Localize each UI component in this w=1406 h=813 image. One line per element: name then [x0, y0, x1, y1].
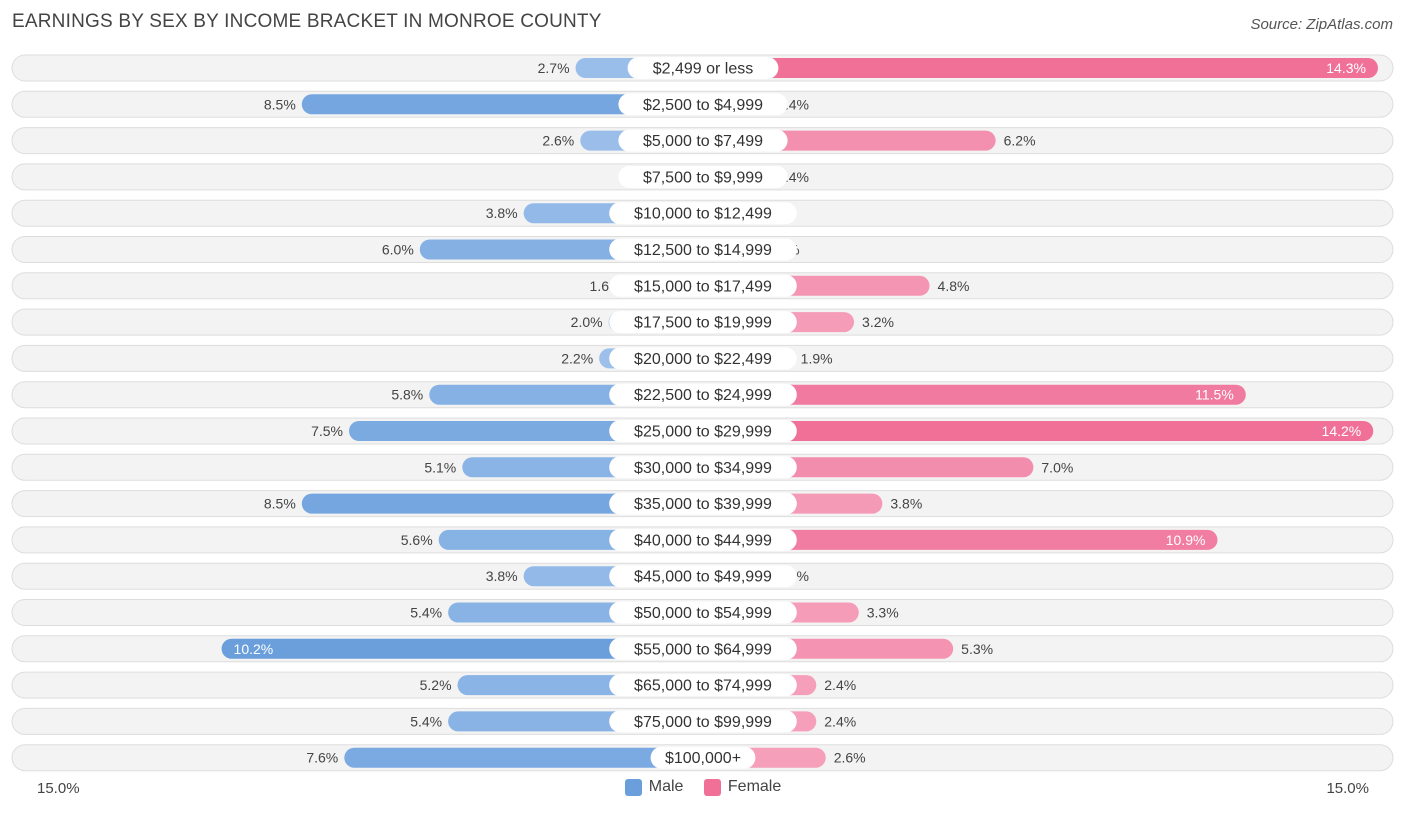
female-value-label: 2.4%	[824, 713, 856, 729]
category-label-background	[650, 746, 756, 769]
female-swatch	[703, 778, 721, 796]
female-bar	[703, 58, 1378, 78]
category-label: $25,000 to $29,999	[634, 424, 772, 441]
female-value-label: 1.9%	[801, 350, 833, 366]
category-label-background	[609, 565, 797, 588]
category-label: $30,000 to $34,999	[634, 460, 772, 477]
category-label-background	[609, 238, 797, 261]
male-bar	[344, 747, 703, 768]
male-value-label: 2.6%	[542, 133, 574, 149]
category-label: $2,500 to $4,999	[643, 97, 763, 114]
category-label: $45,000 to $49,999	[634, 569, 772, 586]
category-label: $12,500 to $14,999	[634, 242, 772, 259]
category-label-background	[609, 492, 797, 515]
category-label-background	[627, 57, 779, 79]
male-value-label: 2.7%	[538, 60, 570, 76]
male-value-label: 7.6%	[306, 750, 338, 766]
female-value-label: 3.2%	[862, 314, 894, 330]
category-label-background	[609, 674, 797, 697]
female-value-label: 3.3%	[867, 605, 899, 621]
category-label: $65,000 to $74,999	[634, 678, 772, 695]
category-label: $100,000+	[665, 750, 741, 767]
female-bar	[703, 529, 1218, 550]
male-value-label: 8.5%	[264, 96, 296, 112]
male-value-label: 5.6%	[401, 532, 433, 548]
category-label: $22,500 to $24,999	[634, 387, 772, 404]
category-label-background	[609, 601, 797, 624]
legend-item-male[interactable]: Male	[624, 778, 684, 796]
category-label: $10,000 to $12,499	[634, 206, 772, 223]
female-value-label: 10.9%	[1166, 532, 1206, 548]
male-value-label: 5.2%	[420, 677, 452, 693]
female-value-label: 7.0%	[1041, 459, 1073, 475]
male-value-label: 3.8%	[486, 568, 518, 584]
legend-male-label: Male	[648, 778, 684, 795]
male-bar	[301, 493, 703, 514]
category-label-background	[609, 637, 797, 660]
category-label: $2,499 or less	[653, 61, 754, 78]
female-value-label: 2.4%	[824, 677, 856, 693]
female-value-label: 5.3%	[961, 641, 993, 657]
female-value-label: 4.8%	[938, 278, 970, 294]
source-label: Source: ZipAtlas.com	[1250, 16, 1393, 33]
male-value-label: 5.8%	[391, 387, 423, 403]
category-label: $75,000 to $99,999	[634, 714, 772, 731]
male-value-label: 5.4%	[410, 713, 442, 729]
category-label: $20,000 to $22,499	[634, 351, 772, 368]
category-label-background	[618, 93, 788, 116]
category-label: $40,000 to $44,999	[634, 532, 772, 549]
female-value-label: 2.6%	[834, 750, 866, 766]
category-label: $5,000 to $7,499	[643, 133, 763, 150]
male-value-label: 2.0%	[571, 314, 603, 330]
category-label: $55,000 to $64,999	[634, 641, 772, 658]
male-bar	[301, 94, 703, 115]
male-value-label: 5.4%	[410, 605, 442, 621]
male-value-label: 5.1%	[424, 459, 456, 475]
category-label-background	[618, 129, 788, 152]
legend-female-label: Female	[727, 778, 782, 795]
category-label-background	[609, 420, 797, 442]
axis-left-label: 15.0%	[37, 780, 80, 797]
category-label-background	[609, 710, 797, 733]
category-label-background	[618, 165, 788, 188]
category-label-background	[609, 311, 797, 334]
male-value-label: 6.0%	[382, 242, 414, 258]
male-value-label: 2.2%	[561, 350, 593, 366]
category-label-background	[609, 456, 797, 479]
axis-right-label: 15.0%	[1326, 780, 1369, 797]
male-value-label: 3.8%	[486, 205, 518, 221]
category-label: $17,500 to $19,999	[634, 315, 772, 332]
chart-title: EARNINGS BY SEX BY INCOME BRACKET IN MON…	[12, 11, 602, 32]
category-label-background	[609, 383, 797, 406]
female-value-label: 11.5%	[1195, 387, 1234, 403]
female-bar	[703, 421, 1374, 441]
legend-item-female[interactable]: Female	[703, 778, 782, 796]
female-value-label: 14.3%	[1326, 60, 1366, 76]
category-label-background	[609, 347, 797, 370]
legend: Male Female	[0, 778, 1406, 801]
category-label: $50,000 to $54,999	[634, 605, 772, 622]
male-value-label: 7.5%	[311, 423, 343, 439]
category-label: $35,000 to $39,999	[634, 496, 772, 513]
male-swatch	[624, 778, 642, 796]
male-bar	[221, 638, 703, 659]
category-label-background	[609, 202, 797, 225]
male-value-label: 10.2%	[234, 641, 274, 657]
female-value-label: 6.2%	[1004, 133, 1036, 149]
female-value-label: 14.2%	[1322, 423, 1362, 439]
female-bar	[703, 384, 1246, 405]
category-label-background	[609, 274, 797, 297]
category-label-background	[609, 528, 797, 551]
category-label: $15,000 to $17,499	[634, 278, 772, 295]
male-value-label: 8.5%	[264, 496, 296, 512]
female-value-label: 3.8%	[890, 496, 922, 512]
category-label: $7,500 to $9,999	[643, 169, 763, 186]
